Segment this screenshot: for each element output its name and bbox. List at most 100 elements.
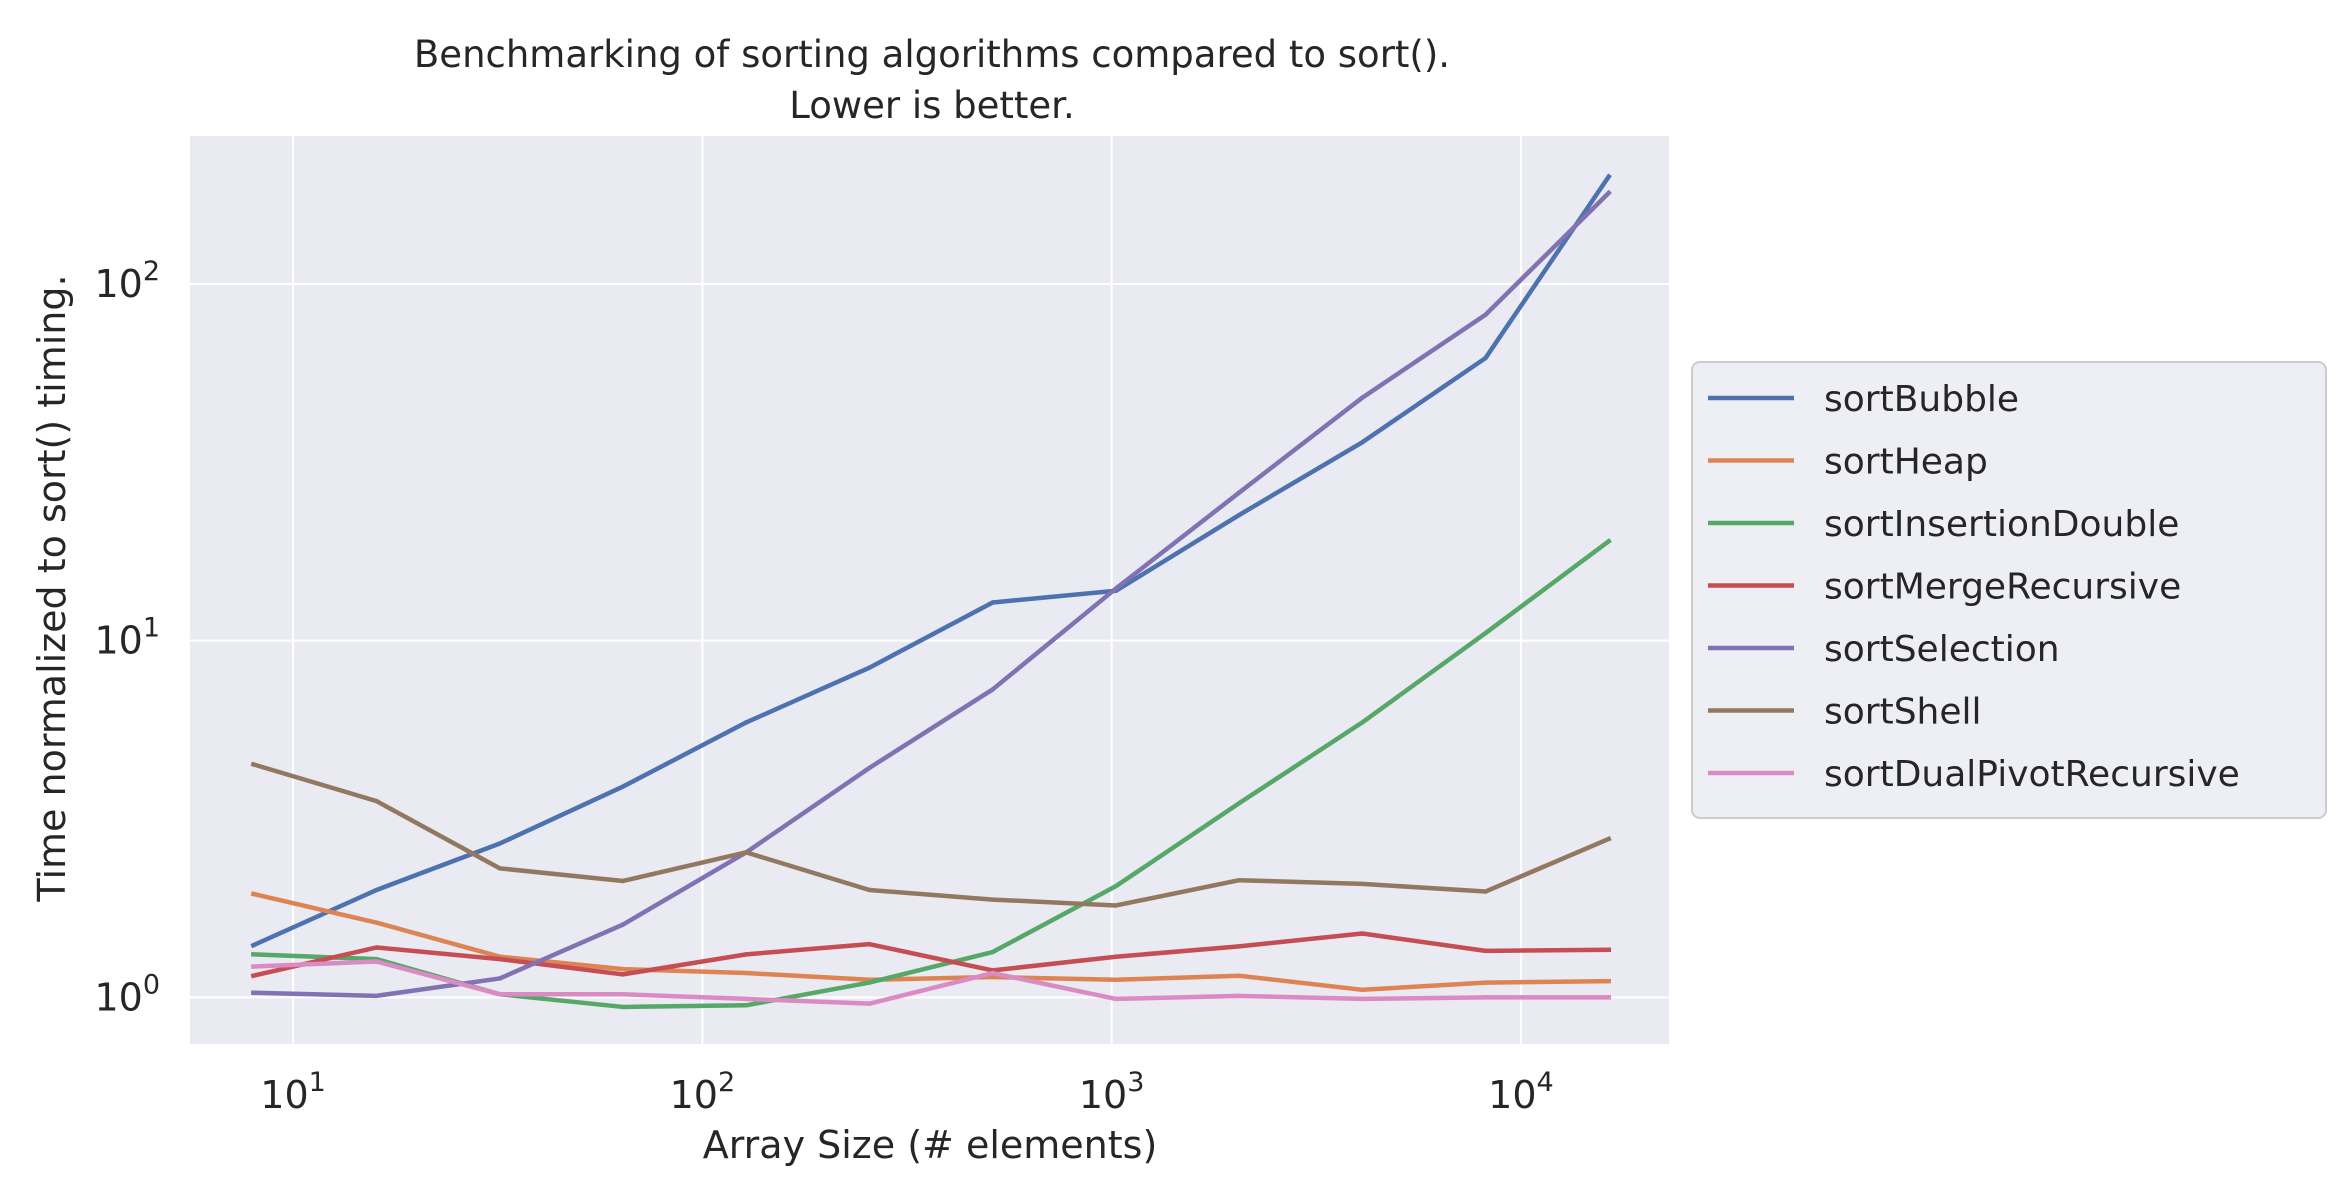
data-point-sortMergeRecursive-10 bbox=[1483, 948, 1488, 954]
data-point-sortMergeRecursive-8 bbox=[1236, 944, 1242, 949]
y-axis-label: Time normalized to sort() timing. bbox=[30, 274, 74, 902]
data-point-sortShell-1 bbox=[374, 798, 379, 804]
legend-label-sortBubble: sortBubble bbox=[1824, 379, 2019, 420]
data-point-sortInsertionDouble-10 bbox=[1483, 630, 1488, 636]
series-lines bbox=[250, 173, 1612, 1010]
data-point-sortDualPivotRecursive-6 bbox=[990, 970, 995, 976]
data-point-sortBubble-10 bbox=[1483, 355, 1488, 361]
data-point-sortInsertionDouble-7 bbox=[1113, 883, 1119, 889]
data-point-sortShell-7 bbox=[1113, 903, 1119, 908]
x-tick-label-2: 103 bbox=[1079, 1067, 1145, 1117]
data-point-sortHeap-10 bbox=[1483, 980, 1488, 985]
legend-label-sortHeap: sortHeap bbox=[1824, 442, 1988, 483]
series-line-sortMergeRecursive bbox=[250, 931, 1611, 979]
data-point-sortBubble-0 bbox=[251, 943, 256, 948]
data-point-sortMergeRecursive-5 bbox=[867, 941, 872, 947]
y-tick-label-0: 100 bbox=[94, 969, 160, 1019]
data-point-sortDualPivotRecursive-11 bbox=[1606, 995, 1611, 1000]
series-line-sortSelection bbox=[251, 189, 1612, 999]
data-point-sortDualPivotRecursive-10 bbox=[1483, 995, 1488, 1000]
data-point-sortDualPivotRecursive-1 bbox=[374, 959, 379, 964]
data-point-sortMergeRecursive-2 bbox=[497, 956, 503, 962]
data-point-sortDualPivotRecursive-4 bbox=[744, 996, 749, 1002]
data-point-sortBubble-6 bbox=[990, 600, 995, 605]
data-point-sortMergeRecursive-11 bbox=[1606, 947, 1611, 952]
series-line-sortShell bbox=[250, 761, 1612, 908]
data-point-sortBubble-9 bbox=[1360, 440, 1365, 445]
data-point-sortMergeRecursive-7 bbox=[1113, 954, 1119, 959]
data-point-sortShell-9 bbox=[1360, 881, 1365, 887]
data-point-sortInsertionDouble-11 bbox=[1606, 539, 1611, 544]
data-point-sortBubble-1 bbox=[374, 887, 379, 893]
x-tick-label-1: 102 bbox=[670, 1067, 736, 1117]
data-point-sortShell-0 bbox=[251, 762, 256, 767]
x-tick-label-0: 101 bbox=[260, 1067, 326, 1117]
data-point-sortHeap-9 bbox=[1360, 987, 1365, 993]
data-point-sortMergeRecursive-0 bbox=[251, 973, 256, 978]
chart-title-line-1: Benchmarking of sorting algorithms compa… bbox=[414, 33, 1450, 76]
data-point-sortBubble-8 bbox=[1236, 512, 1242, 518]
data-point-sortSelection-8 bbox=[1236, 490, 1242, 495]
data-point-sortHeap-0 bbox=[251, 891, 256, 897]
data-point-sortSelection-2 bbox=[497, 976, 503, 981]
data-point-sortSelection-10 bbox=[1483, 312, 1488, 317]
data-point-sortBubble-3 bbox=[620, 784, 626, 789]
legend-label-sortShell: sortShell bbox=[1824, 692, 1982, 733]
data-point-sortHeap-7 bbox=[1113, 977, 1119, 983]
data-point-sortShell-6 bbox=[990, 897, 995, 902]
data-point-sortBubble-5 bbox=[867, 665, 872, 670]
series-line-sortDualPivotRecursive bbox=[251, 959, 1611, 1006]
data-point-sortInsertionDouble-4 bbox=[744, 1003, 749, 1008]
legend: sortBubble sortHeap sortInsertionDouble sor… bbox=[1691, 361, 2327, 819]
data-point-sortInsertionDouble-8 bbox=[1236, 801, 1242, 806]
data-point-sortDualPivotRecursive-0 bbox=[251, 964, 256, 969]
chart-title-line-2: Lower is better. bbox=[789, 84, 1075, 127]
data-point-sortInsertionDouble-5 bbox=[867, 980, 872, 985]
legend-label-sortMergeRecursive: sortMergeRecursive bbox=[1824, 567, 2181, 608]
series-line-sortBubble bbox=[250, 173, 1612, 949]
data-point-sortMergeRecursive-3 bbox=[620, 972, 626, 977]
legend-label-sortDualPivotRecursive: sortDualPivotRecursive bbox=[1824, 754, 2240, 795]
data-point-sortHeap-6 bbox=[990, 974, 995, 980]
data-point-sortDualPivotRecursive-8 bbox=[1236, 993, 1242, 999]
y-tick-label-2: 102 bbox=[94, 256, 160, 306]
data-point-sortSelection-5 bbox=[867, 765, 872, 771]
data-point-sortShell-11 bbox=[1606, 836, 1611, 842]
x-axis-label: Array Size (# elements) bbox=[703, 1123, 1158, 1167]
data-point-sortSelection-11 bbox=[1606, 190, 1611, 196]
data-point-sortShell-2 bbox=[497, 866, 503, 871]
data-point-sortDualPivotRecursive-9 bbox=[1360, 996, 1365, 1002]
data-point-sortSelection-9 bbox=[1360, 395, 1365, 400]
data-point-sortShell-3 bbox=[620, 878, 626, 884]
data-point-sortHeap-3 bbox=[620, 966, 626, 972]
data-point-sortMergeRecursive-4 bbox=[744, 952, 749, 957]
grid bbox=[190, 136, 1669, 1044]
data-point-sortShell-4 bbox=[744, 850, 749, 855]
data-point-sortShell-10 bbox=[1483, 889, 1488, 894]
data-point-sortInsertionDouble-6 bbox=[990, 949, 995, 955]
data-point-sortMergeRecursive-9 bbox=[1360, 931, 1365, 936]
data-point-sortShell-5 bbox=[867, 887, 872, 893]
data-point-sortBubble-4 bbox=[744, 720, 749, 725]
data-point-sortHeap-11 bbox=[1606, 978, 1611, 984]
series-line-sortHeap bbox=[250, 891, 1611, 993]
plot-area bbox=[190, 136, 1669, 1044]
data-point-sortDualPivotRecursive-3 bbox=[620, 992, 626, 997]
y-tick-label-1: 101 bbox=[94, 613, 160, 663]
data-point-sortSelection-6 bbox=[990, 687, 995, 692]
data-point-sortHeap-1 bbox=[374, 920, 379, 925]
data-point-sortDualPivotRecursive-7 bbox=[1113, 996, 1119, 1002]
data-point-sortSelection-3 bbox=[620, 922, 626, 927]
data-point-sortHeap-4 bbox=[744, 970, 749, 976]
data-point-sortMergeRecursive-1 bbox=[374, 945, 379, 950]
x-tick-label-3: 104 bbox=[1488, 1067, 1554, 1117]
data-point-sortSelection-0 bbox=[251, 990, 256, 995]
data-point-sortInsertionDouble-3 bbox=[620, 1004, 626, 1010]
data-point-sortInsertionDouble-0 bbox=[251, 952, 256, 957]
data-point-sortInsertionDouble-9 bbox=[1360, 720, 1365, 725]
legend-label-sortInsertionDouble: sortInsertionDouble bbox=[1824, 504, 2179, 545]
data-point-sortShell-8 bbox=[1236, 878, 1242, 883]
x-axis-ticks: 101 102 103 104 bbox=[260, 1067, 1553, 1117]
